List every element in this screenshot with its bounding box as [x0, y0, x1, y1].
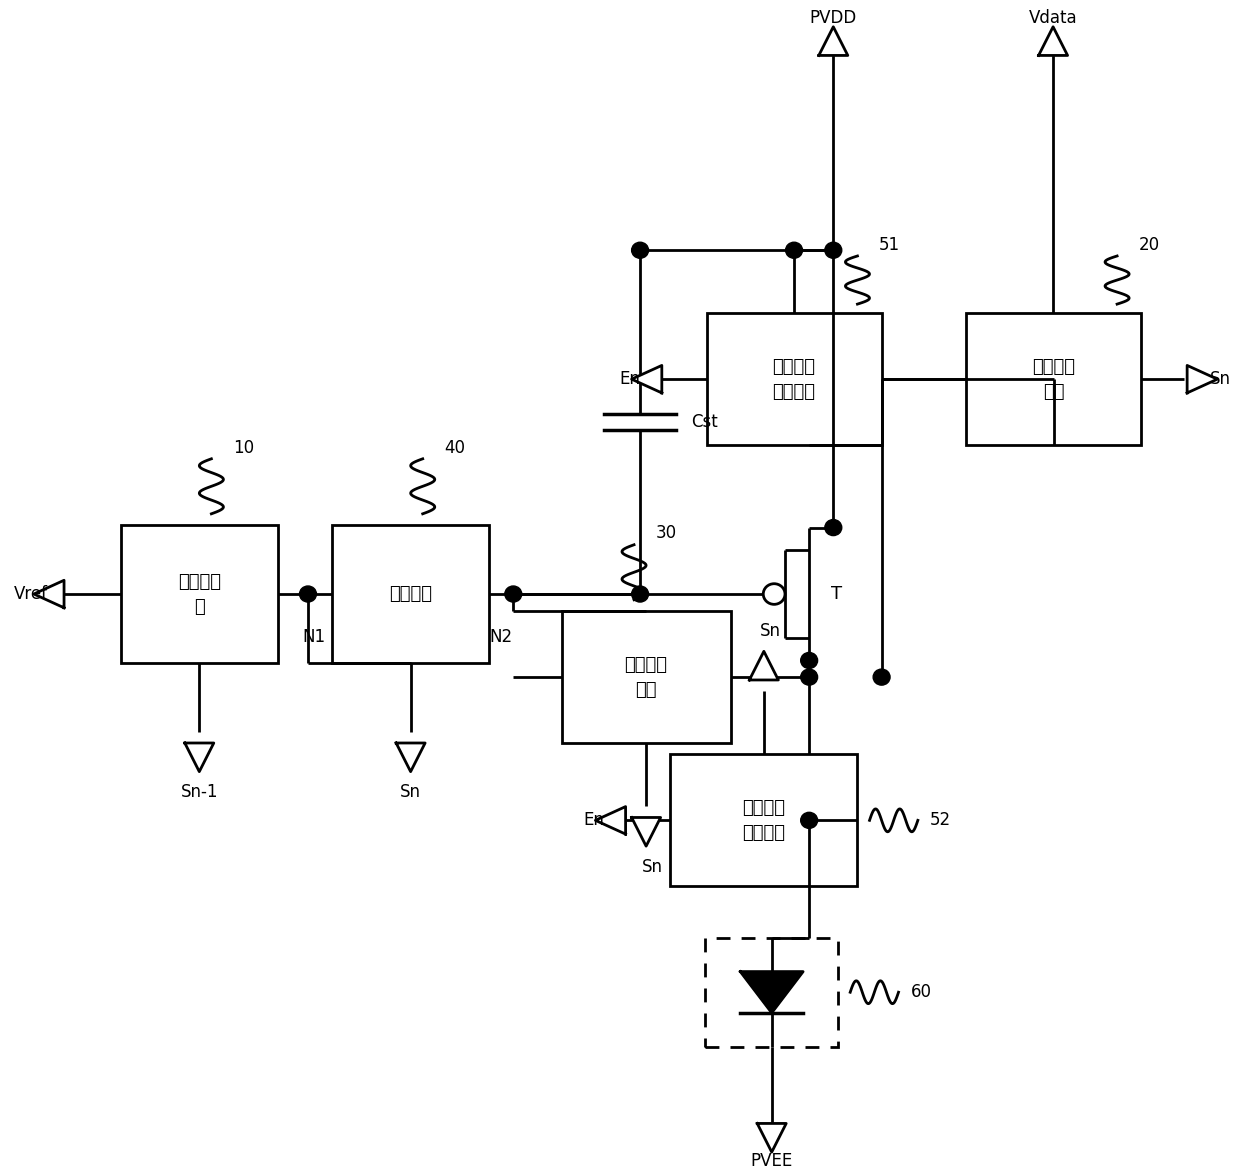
- Circle shape: [300, 586, 316, 602]
- FancyBboxPatch shape: [966, 313, 1141, 445]
- Circle shape: [505, 586, 522, 602]
- Text: Sn: Sn: [641, 857, 662, 876]
- Text: 第二发光
控制单元: 第二发光 控制单元: [743, 799, 785, 842]
- Polygon shape: [818, 27, 848, 55]
- Circle shape: [764, 583, 785, 604]
- Text: En: En: [583, 811, 604, 829]
- Text: 10: 10: [233, 439, 254, 456]
- Polygon shape: [595, 807, 626, 834]
- Circle shape: [631, 242, 649, 259]
- FancyBboxPatch shape: [671, 755, 857, 887]
- Text: PVDD: PVDD: [810, 8, 857, 27]
- Polygon shape: [740, 971, 804, 1013]
- Text: Sn: Sn: [1210, 370, 1231, 388]
- Polygon shape: [1187, 366, 1218, 393]
- Circle shape: [801, 669, 817, 686]
- Polygon shape: [631, 817, 661, 846]
- FancyBboxPatch shape: [707, 313, 882, 445]
- FancyBboxPatch shape: [332, 526, 489, 663]
- Polygon shape: [631, 366, 662, 393]
- Text: En: En: [619, 370, 640, 388]
- Polygon shape: [1039, 27, 1068, 55]
- Text: N2: N2: [490, 628, 513, 647]
- Circle shape: [786, 242, 802, 259]
- Text: N1: N1: [303, 628, 326, 647]
- Text: Sn: Sn: [759, 622, 780, 640]
- Polygon shape: [185, 743, 213, 771]
- Polygon shape: [758, 1123, 786, 1152]
- Circle shape: [825, 242, 842, 259]
- Text: 52: 52: [930, 811, 951, 829]
- Text: 40: 40: [444, 439, 465, 456]
- Polygon shape: [396, 743, 425, 771]
- Text: Cst: Cst: [691, 413, 718, 432]
- FancyBboxPatch shape: [562, 612, 730, 743]
- Circle shape: [825, 520, 842, 535]
- Text: 60: 60: [910, 983, 931, 1001]
- Circle shape: [631, 586, 649, 602]
- Text: 稳压单元: 稳压单元: [389, 584, 432, 603]
- Polygon shape: [749, 652, 779, 680]
- Text: T: T: [831, 584, 842, 603]
- Text: 阈值补偿
单元: 阈值补偿 单元: [625, 655, 667, 699]
- Text: 30: 30: [656, 524, 677, 542]
- Text: Vref: Vref: [15, 584, 48, 603]
- FancyBboxPatch shape: [120, 526, 278, 663]
- Text: Vdata: Vdata: [1029, 8, 1078, 27]
- Text: 初始化单
元: 初始化单 元: [177, 573, 221, 615]
- Text: 51: 51: [879, 235, 900, 254]
- FancyBboxPatch shape: [706, 937, 838, 1047]
- Text: 数据写入
单元: 数据写入 单元: [1032, 358, 1075, 401]
- Circle shape: [801, 653, 817, 668]
- Text: 20: 20: [1138, 235, 1159, 254]
- Circle shape: [873, 669, 890, 686]
- Polygon shape: [33, 580, 64, 608]
- Circle shape: [801, 813, 817, 828]
- Text: Sn: Sn: [401, 783, 422, 801]
- Text: Sn-1: Sn-1: [181, 783, 218, 801]
- Text: PVEE: PVEE: [750, 1152, 792, 1170]
- Text: 第一发光
控制单元: 第一发光 控制单元: [773, 358, 816, 401]
